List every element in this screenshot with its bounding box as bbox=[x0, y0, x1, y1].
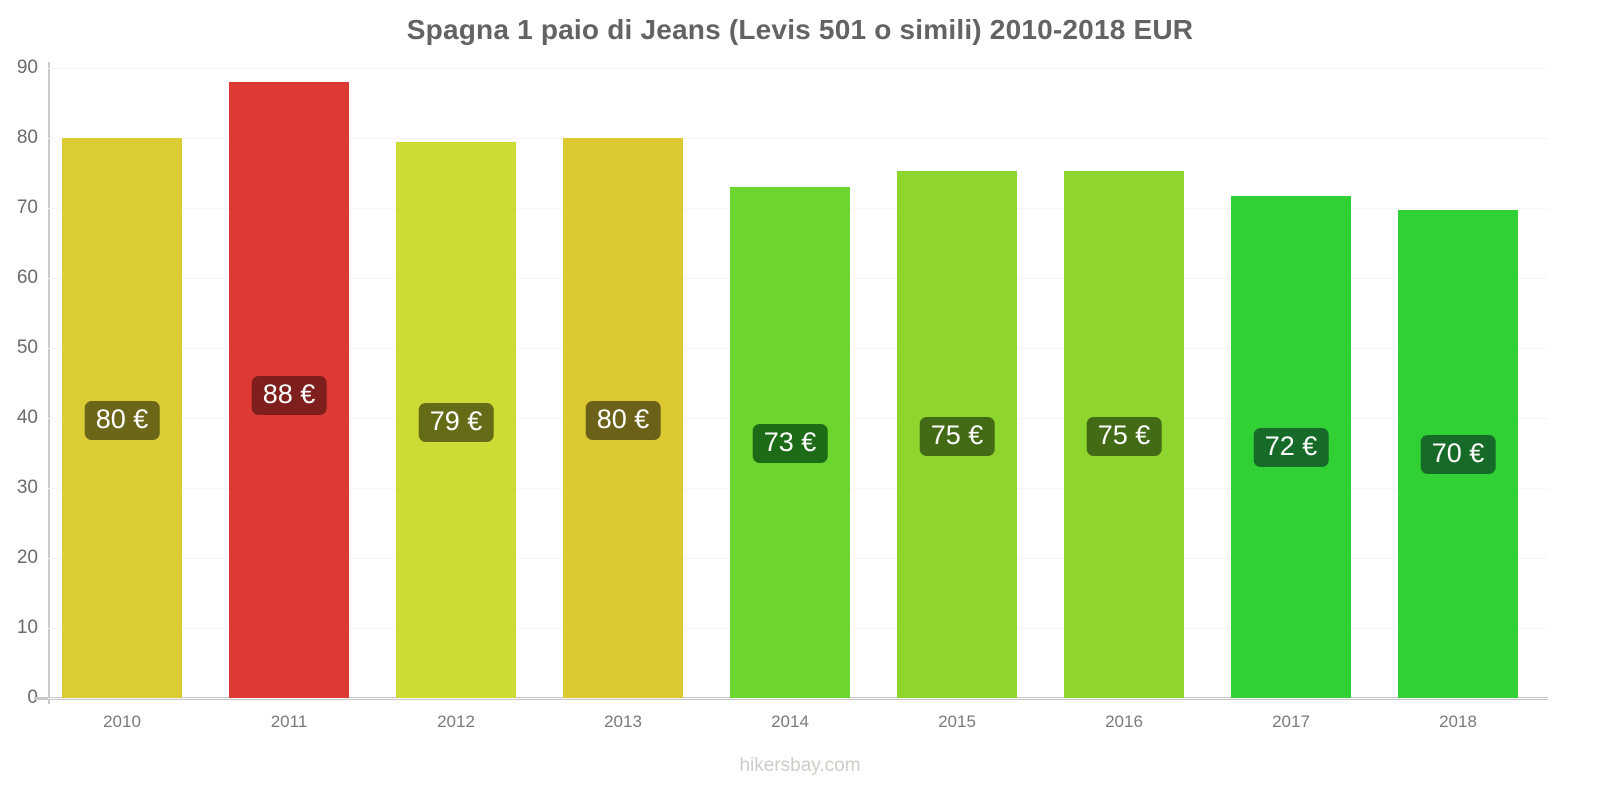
y-axis-tick-label: 30 bbox=[16, 477, 38, 498]
y-axis-tick-label: 90 bbox=[16, 57, 38, 78]
bar-value-label: 80 € bbox=[585, 401, 661, 441]
y-axis-tick-label: 60 bbox=[16, 267, 38, 288]
bar-value-label: 72 € bbox=[1253, 428, 1329, 468]
bar-value-label: 73 € bbox=[752, 423, 828, 463]
bar-group[interactable]: 70 € bbox=[1398, 210, 1518, 698]
x-axis-tick-label: 2010 bbox=[103, 712, 141, 731]
x-axis-tick-label: 2011 bbox=[270, 712, 308, 731]
y-axis-tick-label: 50 bbox=[16, 337, 38, 358]
x-axis-tick-label: 2017 bbox=[1272, 712, 1310, 731]
x-axis-tick-labels: 2010 2011 2012 2013 2014 2015 2016 2017 2018 bbox=[48, 712, 1548, 742]
bar-group[interactable]: 80 € bbox=[563, 138, 683, 698]
bar-value-label: 80 € bbox=[84, 401, 160, 441]
page-title: Spagna 1 paio di Jeans (Levis 501 o simi… bbox=[406, 14, 1194, 45]
bar-group[interactable]: 75 € bbox=[1064, 170, 1184, 698]
y-axis-tick-label: 20 bbox=[16, 547, 38, 568]
bar-series: 80 € 88 € 79 € 80 € 73 € 75 € 75 € 72 € 70 € bbox=[48, 68, 1548, 698]
x-axis-tick-label: 2018 bbox=[1439, 712, 1477, 731]
bar-value-label: 75 € bbox=[1086, 416, 1162, 456]
bar-group[interactable]: 75 € bbox=[897, 170, 1017, 698]
x-axis-tick-label: 2015 bbox=[938, 712, 976, 731]
y-axis-line bbox=[48, 62, 50, 704]
bar-value-label: 75 € bbox=[919, 416, 995, 456]
x-axis-tick-label: 2014 bbox=[771, 712, 809, 731]
x-axis-tick-label: 2016 bbox=[1105, 712, 1143, 731]
bar-group[interactable]: 88 € bbox=[229, 82, 349, 698]
x-axis-tick-label: 2013 bbox=[604, 712, 642, 731]
bar-group[interactable]: 80 € bbox=[62, 138, 182, 698]
bar-group[interactable]: 72 € bbox=[1231, 196, 1351, 698]
bar-group[interactable]: 79 € bbox=[396, 141, 516, 698]
footer-attribution: hikersbay.com bbox=[739, 755, 861, 776]
y-axis-tick-label: 40 bbox=[16, 407, 38, 428]
x-axis-tick-label: 2012 bbox=[437, 712, 475, 731]
bar-value-label: 70 € bbox=[1420, 434, 1496, 474]
bar-value-label: 79 € bbox=[418, 403, 494, 443]
plot-area: 80 € 88 € 79 € 80 € 73 € 75 € 75 € 72 € 70 € bbox=[48, 68, 1548, 699]
y-axis-tick-label: 0 bbox=[27, 687, 38, 708]
bar-value-label: 88 € bbox=[251, 375, 327, 415]
y-axis-tick-label: 80 bbox=[16, 127, 38, 148]
bar-group[interactable]: 73 € bbox=[730, 187, 850, 698]
y-axis-tick-label: 70 bbox=[16, 197, 38, 218]
y-axis-tick-labels: 90 80 70 60 50 40 30 20 10 0 bbox=[0, 57, 38, 708]
y-axis-tick-label: 10 bbox=[16, 617, 38, 638]
